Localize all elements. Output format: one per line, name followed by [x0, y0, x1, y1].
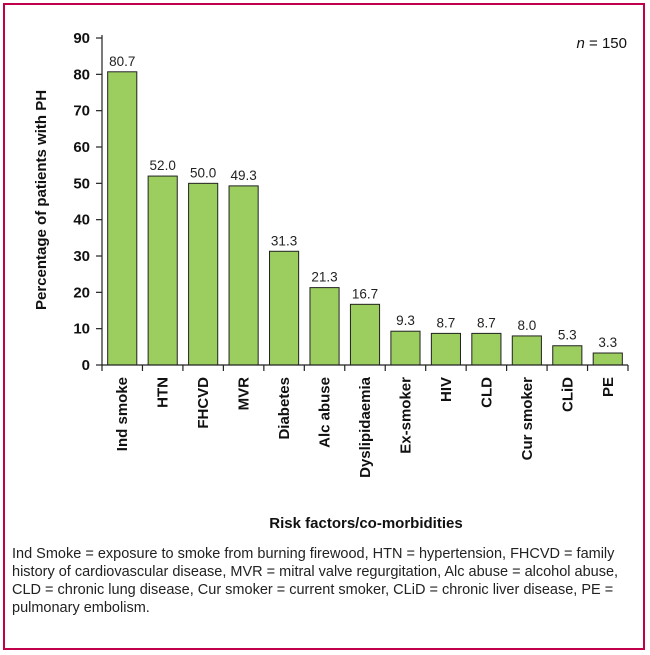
bar-value-label: 8.7	[437, 315, 456, 330]
bar-hiv	[430, 332, 461, 366]
bar-value-label: 80.7	[109, 54, 135, 69]
x-tick-label: Alc abuse	[317, 377, 334, 448]
y-tick-label: 80	[73, 66, 90, 83]
y-tick-label: 70	[73, 103, 90, 120]
bars: 80.7 52.0 50.0 49.3 31.3 21.3 16.7 9.3 8.7 8.7 8.0…	[107, 54, 623, 366]
y-axis: 0 10 20 30 40 50 60 70 80 90	[73, 30, 103, 374]
bar-clid	[552, 345, 583, 366]
bar-chart: 0 10 20 30 40 50 60 70 80 90 80.7 52.0 50.0 49.3 31.3…	[33, 30, 629, 532]
x-tick-label: CLiD	[559, 377, 576, 412]
y-tick-label: 60	[73, 139, 90, 156]
bar-dyslipidaemia	[349, 303, 381, 366]
bar-cld	[471, 332, 502, 366]
x-tick-label: Ind smoke	[114, 377, 131, 451]
y-tick-label: 30	[73, 248, 90, 265]
y-axis-label: Percentage of patients with PH	[33, 90, 50, 310]
sample-size-annotation: n = 150	[577, 35, 627, 52]
x-tick-label: HIV	[438, 377, 455, 402]
bar-ex-smoker	[390, 330, 421, 366]
x-tick-label: CLD	[478, 377, 495, 408]
x-tick-label: HTN	[155, 377, 172, 408]
bar-fhcvd	[188, 182, 219, 366]
bar-value-label: 8.7	[477, 315, 496, 330]
x-tick-label: Ex-smoker	[397, 377, 414, 454]
x-axis: Ind smoke HTN FHCVD MVR Diabetes Alc abuse Dys…	[101, 364, 629, 478]
bar-value-label: 31.3	[271, 233, 297, 248]
x-tick-label: Cur smoker	[519, 377, 536, 461]
bar-value-label: 52.0	[150, 158, 176, 173]
x-tick-label: Diabetes	[276, 377, 293, 440]
x-axis-label: Risk factors/co-morbidities	[269, 515, 462, 532]
y-tick-label: 90	[73, 30, 90, 47]
bar-value-label: 8.0	[517, 318, 536, 333]
x-tick-label: PE	[600, 377, 617, 397]
y-tick-label: 10	[73, 321, 90, 338]
bar-alc-abuse	[309, 287, 340, 366]
figure-caption: Ind Smoke = exposure to smoke from burni…	[12, 546, 619, 616]
bar-value-label: 49.3	[230, 168, 256, 183]
bar-value-label: 9.3	[396, 313, 415, 328]
bar-pe	[592, 352, 623, 366]
x-tick-label: Dyslipidaemia	[357, 376, 374, 478]
bar-mvr	[228, 185, 259, 366]
bar-cur-smoker	[511, 335, 542, 366]
y-tick-label: 50	[73, 175, 90, 192]
bar-ind-smoke	[107, 71, 138, 366]
bar-value-label: 16.7	[352, 286, 378, 301]
bar-diabetes	[269, 250, 300, 366]
x-tick-label: MVR	[236, 377, 253, 411]
y-tick-label: 40	[73, 212, 90, 229]
bar-value-label: 21.3	[311, 270, 337, 285]
bar-htn	[147, 175, 178, 366]
bar-value-label: 3.3	[598, 335, 617, 350]
x-tick-label: FHCVD	[195, 377, 212, 429]
bar-value-label: 50.0	[190, 165, 216, 180]
bar-value-label: 5.3	[558, 328, 577, 343]
y-tick-label: 20	[73, 284, 90, 301]
y-tick-label: 0	[82, 357, 90, 374]
